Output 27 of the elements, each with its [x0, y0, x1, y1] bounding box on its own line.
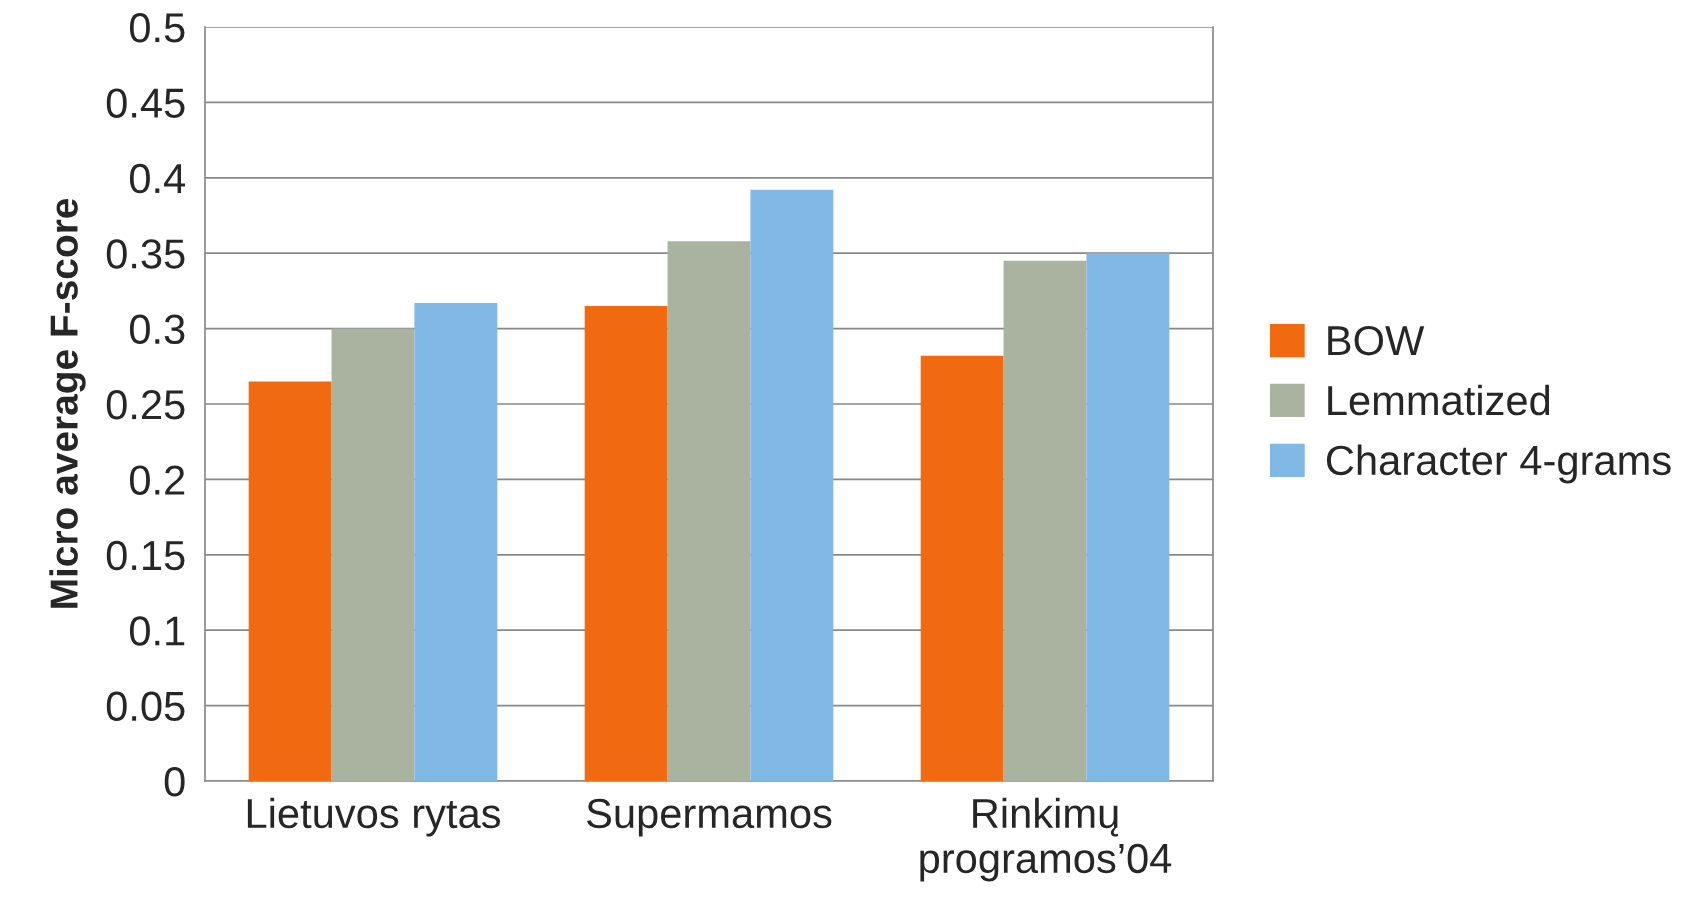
y-tick-label: 0.15 [106, 540, 185, 571]
bar [667, 241, 751, 781]
bar [920, 355, 1004, 781]
bar [331, 328, 415, 781]
legend-label: Lemmatized [1328, 384, 1550, 416]
y-tick-label: 0.1 [129, 616, 185, 646]
y-tick-label: 0.5 [129, 13, 185, 43]
bar [1086, 253, 1170, 781]
bar [248, 381, 332, 781]
y-tick-label: 0.3 [129, 314, 185, 345]
y-tick-label: 0.4 [129, 163, 186, 194]
y-tick-label: 0 [164, 767, 185, 797]
x-tick-label: Rinkimų programos’04 [920, 797, 1172, 882]
y-tick-label: 0.35 [106, 239, 185, 269]
legend-label: Character 4-grams [1326, 444, 1671, 484]
bar [1003, 260, 1087, 781]
y-tick-label: 0.25 [106, 390, 185, 420]
bar [414, 302, 498, 781]
y-axis-title: Micro average F-score [49, 198, 86, 608]
y-tick-label: 0.05 [106, 691, 185, 722]
x-tick-label: Lietuvos rytas [247, 797, 501, 837]
y-tick-label: 0.45 [106, 88, 185, 118]
bar [750, 189, 834, 781]
legend-label: BOW [1328, 325, 1425, 356]
bar [584, 305, 668, 781]
x-tick-label: Supermamos [587, 798, 832, 837]
y-tick-label: 0.2 [129, 465, 185, 495]
